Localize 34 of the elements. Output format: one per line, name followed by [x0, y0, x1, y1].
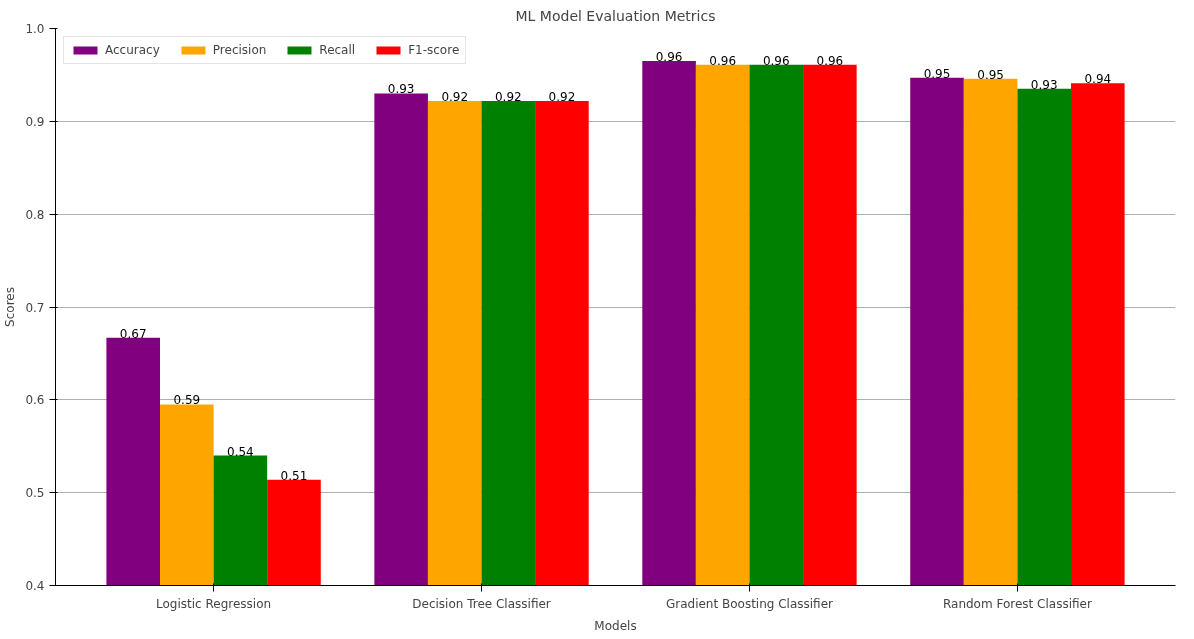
y-tick-label: 0.8 — [25, 207, 45, 222]
data-label: 0.54 — [227, 444, 254, 459]
y-tick-label: 0.4 — [25, 579, 45, 593]
chart-title: ML Model Evaluation Metrics — [515, 7, 716, 24]
data-label: 0.96 — [816, 53, 844, 68]
y-tick-label: 0.5 — [25, 486, 45, 501]
data-label: 0.93 — [387, 82, 415, 97]
data-label: 0.92 — [494, 89, 522, 104]
data-label: 0.51 — [280, 468, 308, 483]
data-label: 0.92 — [441, 89, 469, 104]
y-tick-label: 0.6 — [25, 393, 45, 408]
data-label: 0.59 — [173, 393, 201, 408]
y-axis-title: Scores — [3, 287, 18, 327]
data-label: 0.92 — [548, 89, 576, 104]
legend-label: Recall — [319, 43, 356, 57]
data-label: 0.96 — [762, 53, 790, 68]
data-label: 0.96 — [655, 49, 683, 64]
x-tick-label: Random Forest Classifier — [942, 596, 1092, 611]
y-tick-label: 0.7 — [25, 300, 45, 315]
x-tick-label: Gradient Boosting Classifier — [665, 596, 834, 611]
y-tick-label: 1.0 — [25, 22, 45, 36]
legend-label: Accuracy — [105, 43, 160, 57]
data-label: 0.95 — [923, 66, 951, 81]
legend-label: F1-score — [408, 43, 460, 57]
data-label: 0.93 — [1030, 77, 1058, 92]
data-label: 0.67 — [119, 326, 147, 341]
data-label: 0.96 — [709, 53, 737, 68]
x-tick-label: Decision Tree Classifier — [412, 596, 551, 611]
y-tick-label: 0.9 — [25, 114, 45, 129]
legend-label: Precision — [212, 43, 267, 57]
data-label: 0.95 — [977, 67, 1004, 82]
x-tick-label: Logistic Regression — [156, 596, 272, 611]
data-label: 0.94 — [1084, 72, 1112, 87]
x-axis-title: Models — [594, 618, 637, 633]
